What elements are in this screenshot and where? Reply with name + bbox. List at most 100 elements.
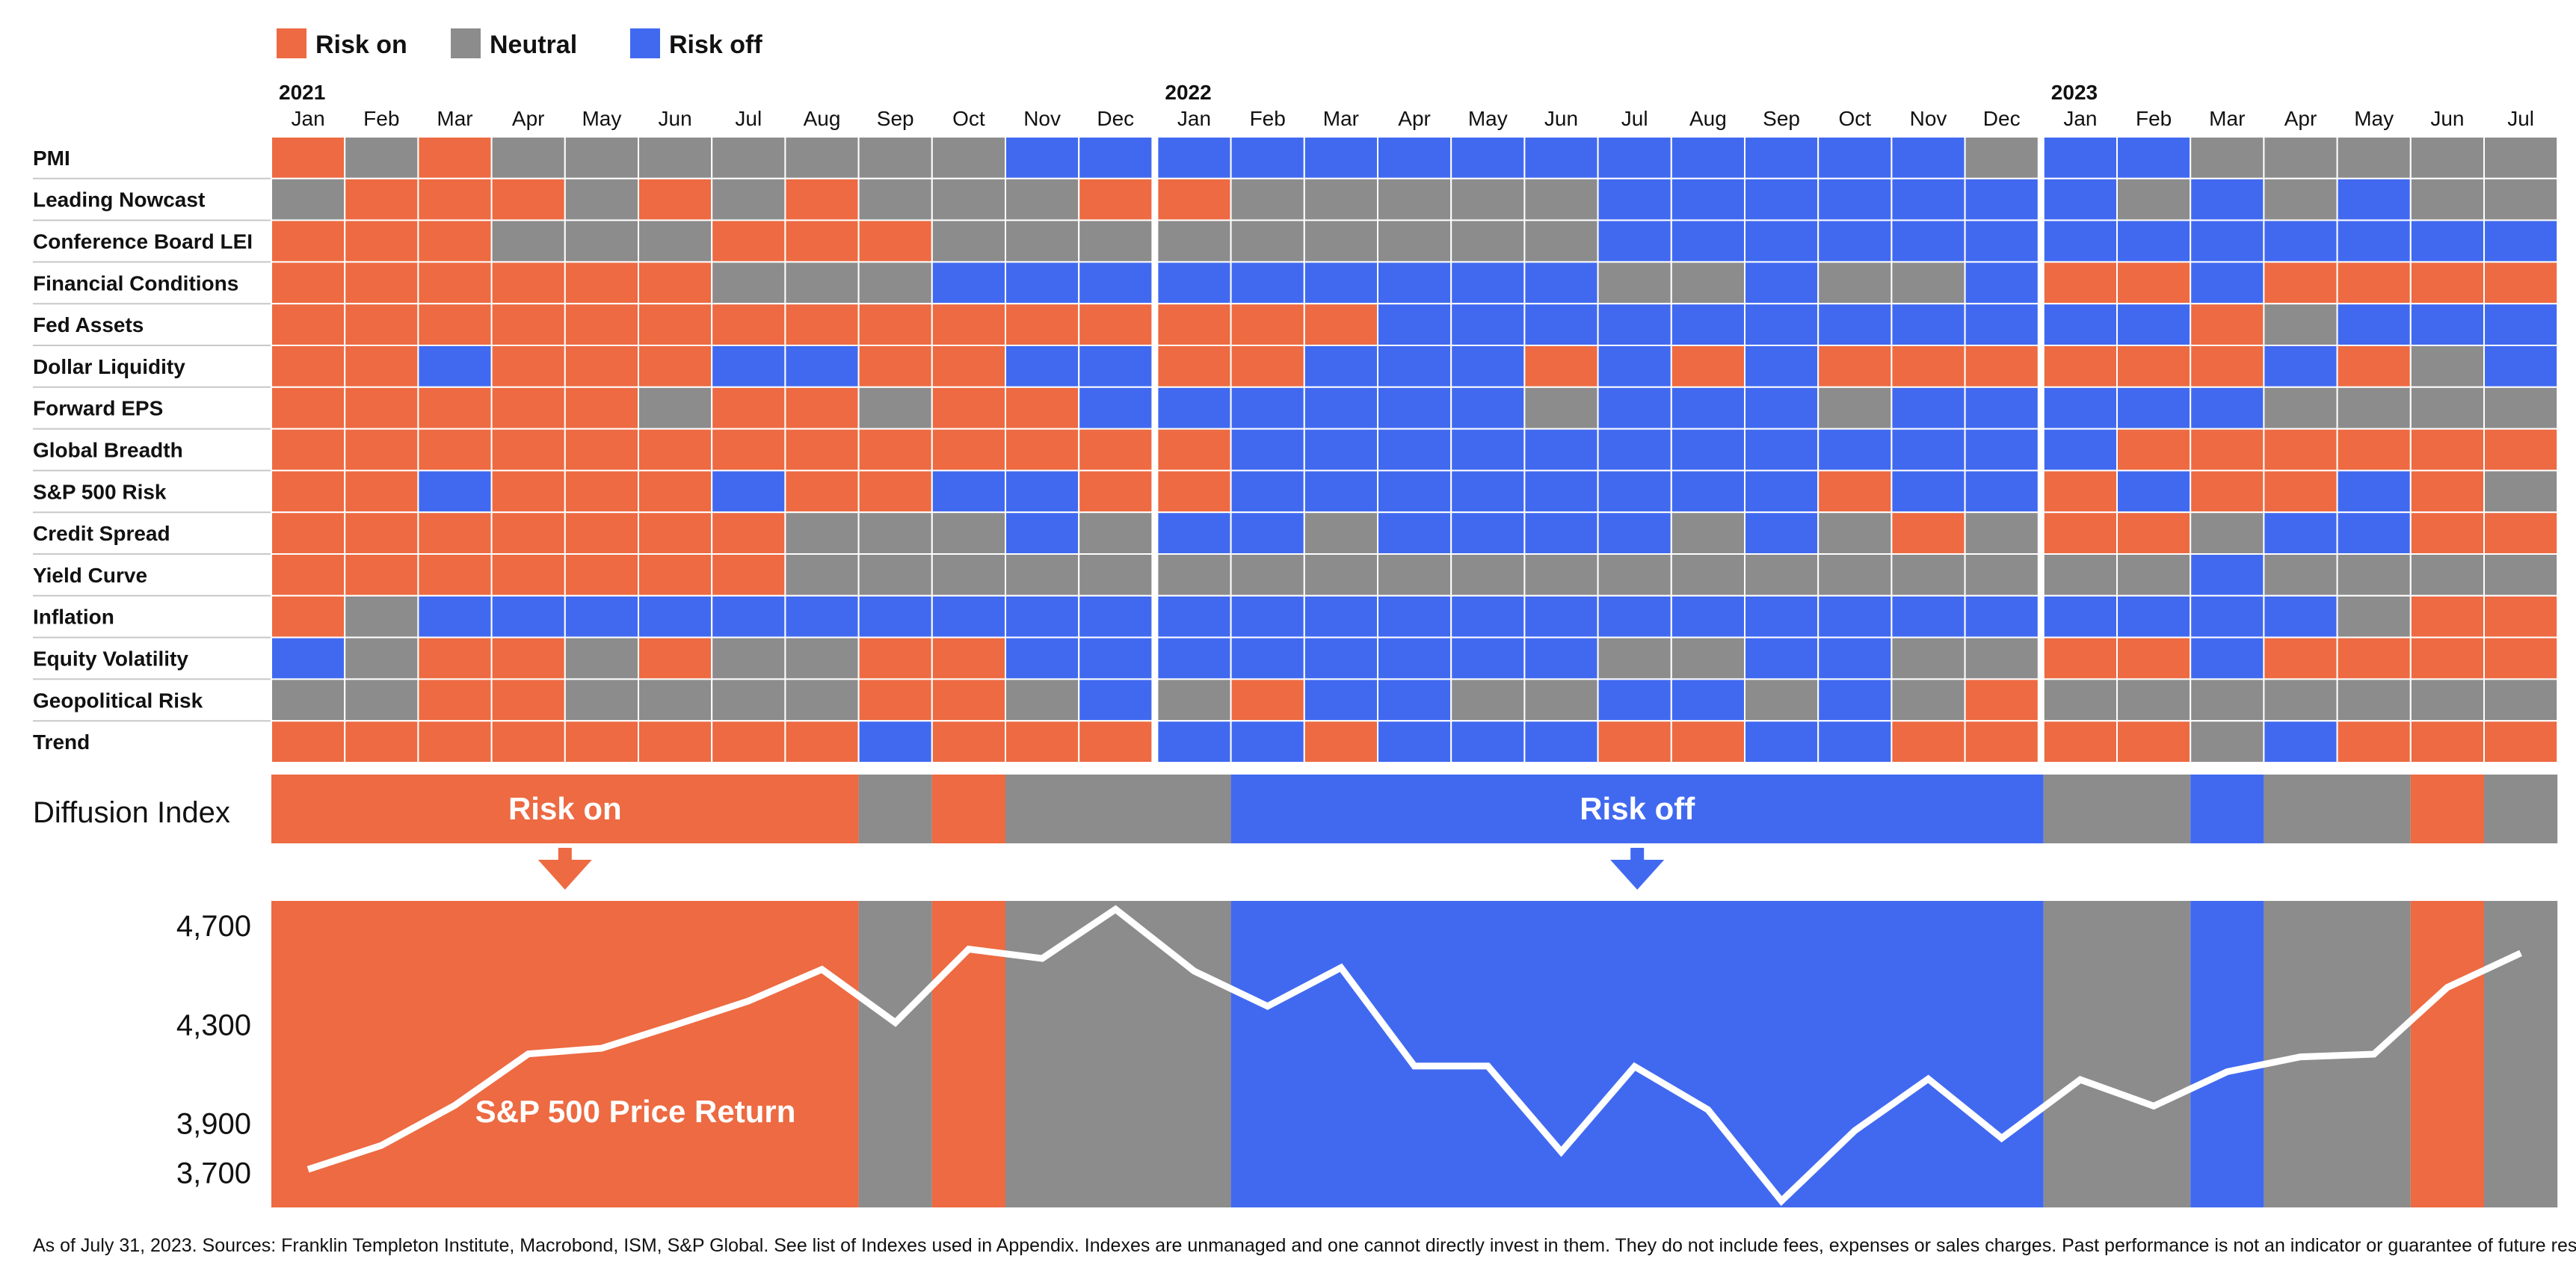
heatmap-cell — [1450, 428, 1526, 472]
heatmap-cell — [784, 428, 860, 472]
heatmap-cell — [711, 511, 786, 555]
heatmap-cell — [490, 470, 566, 514]
heatmap-cell — [784, 219, 860, 263]
price-background-off — [2190, 901, 2264, 1207]
heatmap-cell — [1450, 594, 1526, 638]
month-label: Mar — [437, 107, 472, 130]
month-label: Nov — [1023, 107, 1061, 130]
heatmap-cell — [271, 720, 346, 764]
price-panel-background — [271, 901, 2558, 1207]
heatmap-cell — [1964, 386, 2039, 430]
heatmap-cell — [711, 177, 786, 221]
heatmap-cell — [1078, 511, 1153, 555]
month-label: Jan — [2063, 107, 2097, 130]
heatmap-cell — [2409, 720, 2486, 764]
heatmap-cell — [2042, 428, 2119, 472]
heatmap-cell — [2336, 303, 2412, 347]
heatmap-cell — [564, 303, 639, 347]
heatmap-cell — [1005, 720, 1080, 764]
heatmap-cell — [2409, 553, 2486, 597]
heatmap-cell — [1891, 594, 1966, 638]
month-label: Feb — [363, 107, 399, 130]
heatmap-cell — [638, 303, 713, 347]
heatmap-cell — [2190, 386, 2265, 430]
heatmap-cell — [1156, 594, 1232, 638]
month-label: Feb — [2136, 107, 2172, 130]
heatmap-cell — [344, 594, 419, 638]
heatmap-cell — [490, 303, 566, 347]
heatmap-cell — [1377, 720, 1452, 764]
heatmap-cell — [1523, 553, 1599, 597]
heatmap-cell — [638, 386, 713, 430]
price-line-layer — [306, 905, 2523, 1207]
heatmap-cell — [1597, 594, 1672, 638]
heatmap-cell — [1817, 553, 1893, 597]
heatmap-cell — [1597, 386, 1672, 430]
month-label: Mar — [1323, 107, 1359, 130]
heatmap-cell — [1670, 594, 1746, 638]
heatmap-cell — [1597, 177, 1672, 221]
heatmap-cell — [2190, 511, 2265, 555]
heatmap-cell — [2336, 553, 2412, 597]
heatmap-cell — [1670, 428, 1746, 472]
heatmap-cell — [1303, 428, 1379, 472]
heatmap-cell — [2483, 511, 2559, 555]
price-background-off — [1230, 901, 2044, 1207]
heatmap-cell — [2190, 345, 2265, 388]
heatmap-cell — [1303, 386, 1379, 430]
heatmap-cell — [1303, 470, 1379, 514]
heatmap-cell — [1523, 636, 1599, 680]
heatmap-cell — [931, 553, 1007, 597]
heatmap-cell — [1744, 136, 1819, 179]
heatmap-cell — [344, 136, 419, 179]
heatmap-cell — [1670, 177, 1746, 221]
month-label: Apr — [2284, 107, 2317, 130]
legend-swatch-neutral — [451, 28, 481, 58]
heatmap-cell — [417, 470, 493, 514]
heatmap-cell — [2483, 261, 2559, 305]
heatmap-cell — [711, 136, 786, 179]
heatmap-cell — [1817, 303, 1893, 347]
heatmap-cell — [1891, 678, 1966, 722]
heatmap-cell — [344, 553, 419, 597]
heatmap-cell — [2190, 177, 2265, 221]
indicator-label: Geopolitical Risk — [33, 689, 203, 712]
heatmap-cell — [638, 177, 713, 221]
heatmap-cell — [638, 553, 713, 597]
heatmap-cell — [344, 720, 419, 764]
heatmap-cell — [490, 345, 566, 388]
heatmap-cell — [1597, 720, 1672, 764]
heatmap-cell — [1964, 594, 2039, 638]
heatmap-cell — [2483, 303, 2559, 347]
heatmap-cell — [2190, 219, 2265, 263]
heatmap-cell — [1303, 136, 1379, 179]
heatmap-cell — [2336, 386, 2412, 430]
heatmap-cell — [784, 177, 860, 221]
heatmap-cell — [857, 470, 933, 514]
heatmap-cell — [2409, 177, 2486, 221]
heatmap-cell — [2042, 345, 2119, 388]
heatmap-cell — [2263, 219, 2338, 263]
heatmap-cell — [1670, 303, 1746, 347]
heatmap-cell — [931, 511, 1007, 555]
heatmap-cell — [271, 219, 346, 263]
heatmap-cell — [2409, 594, 2486, 638]
heatmap-cell — [1597, 428, 1672, 472]
month-label: Jan — [292, 107, 325, 130]
heatmap-cell — [344, 470, 419, 514]
heatmap-cell — [1964, 345, 2039, 388]
band-label-off: Risk off — [1580, 791, 1695, 826]
heatmap-cell — [2483, 678, 2559, 722]
heatmap-cell — [2336, 594, 2412, 638]
heatmap-cell — [711, 386, 786, 430]
month-label: Oct — [952, 107, 985, 130]
indicator-label: Forward EPS — [33, 397, 163, 420]
heatmap-cell — [1156, 303, 1232, 347]
heatmap-cell — [857, 678, 933, 722]
heatmap-cell — [711, 470, 786, 514]
heatmap-cell — [1377, 678, 1452, 722]
heatmap-cell — [2336, 261, 2412, 305]
heatmap-cell — [1156, 470, 1232, 514]
heatmap-cell — [564, 553, 639, 597]
heatmap-cell — [2409, 219, 2486, 263]
